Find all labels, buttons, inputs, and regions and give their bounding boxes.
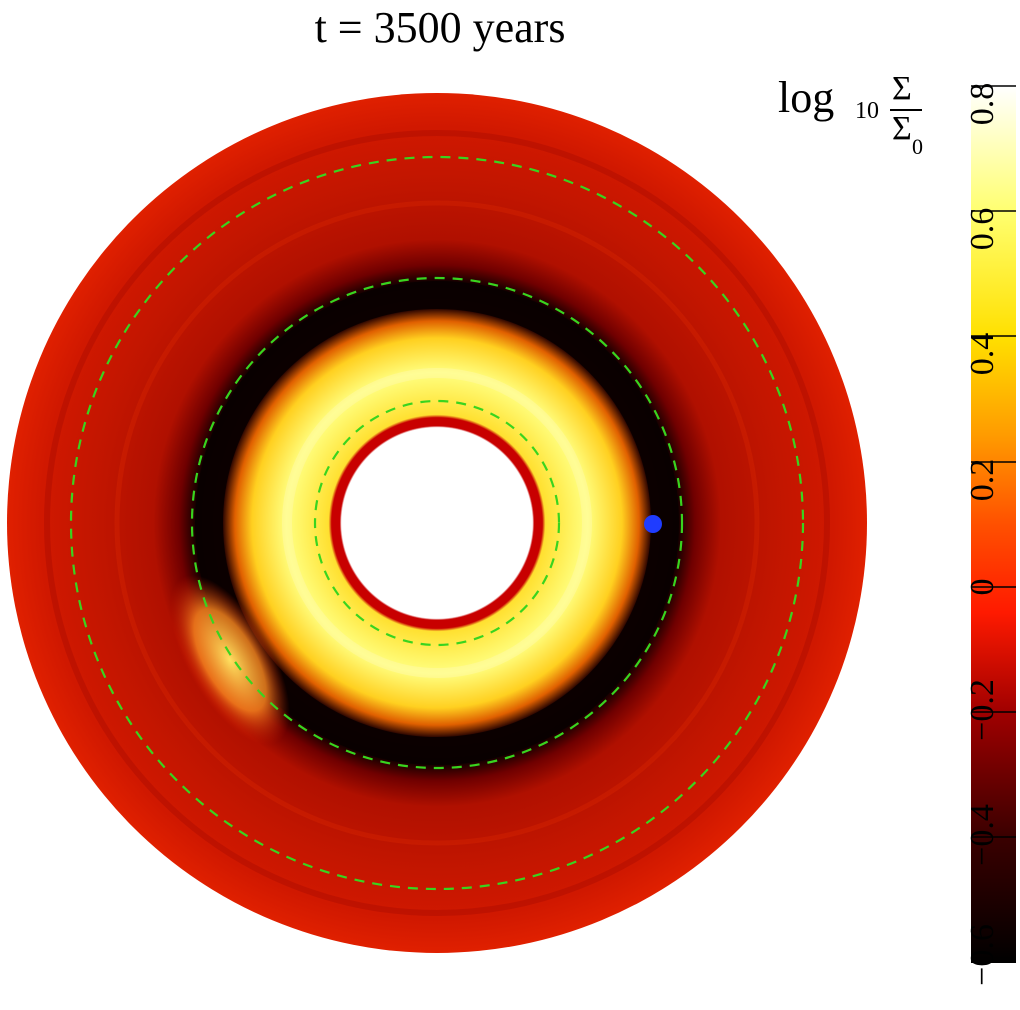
- colorbar-tick-label: −0.4: [964, 804, 1001, 866]
- planet-marker: [644, 515, 662, 533]
- colorbar-label-fraction-bar: [890, 109, 922, 111]
- colorbar-label: log 10 Σ Σ 0: [778, 68, 938, 159]
- plot-title: t = 3500 years: [314, 3, 566, 52]
- colorbar-tick-label: 0.2: [964, 458, 1001, 502]
- colorbar-label-denominator-subscript: 0: [912, 134, 923, 159]
- disk-streak-2: [114, 200, 760, 846]
- vortex-blob: [170, 575, 290, 745]
- colorbar-tick-label: −0.2: [964, 679, 1001, 741]
- disk-streak-3: [282, 368, 592, 678]
- colorbar-label-denominator: Σ: [892, 110, 912, 147]
- colorbar-tick-label: 0.4: [964, 332, 1001, 376]
- dashed-ring-outer: [69, 155, 805, 891]
- colorbar-label-log: log: [778, 73, 835, 122]
- dashed-ring-inner: [313, 399, 561, 647]
- disk-streak-1: [44, 130, 830, 916]
- colorbar-tick-label: −0.6: [964, 924, 1001, 986]
- colorbar: [971, 86, 1016, 963]
- colorbar-tick-label: 0.8: [964, 82, 1001, 126]
- colorbar-tick-label: 0: [964, 578, 1001, 596]
- disk-outer: [7, 93, 867, 953]
- gap-dark-ring: [195, 281, 679, 765]
- dashed-ring-middle: [190, 276, 684, 770]
- colorbar-label-subscript: 10: [855, 98, 879, 124]
- colorbar-ticks: [971, 85, 1016, 838]
- colorbar-tick-label: 0.6: [964, 207, 1001, 251]
- colorbar-label-numerator: Σ: [892, 70, 912, 107]
